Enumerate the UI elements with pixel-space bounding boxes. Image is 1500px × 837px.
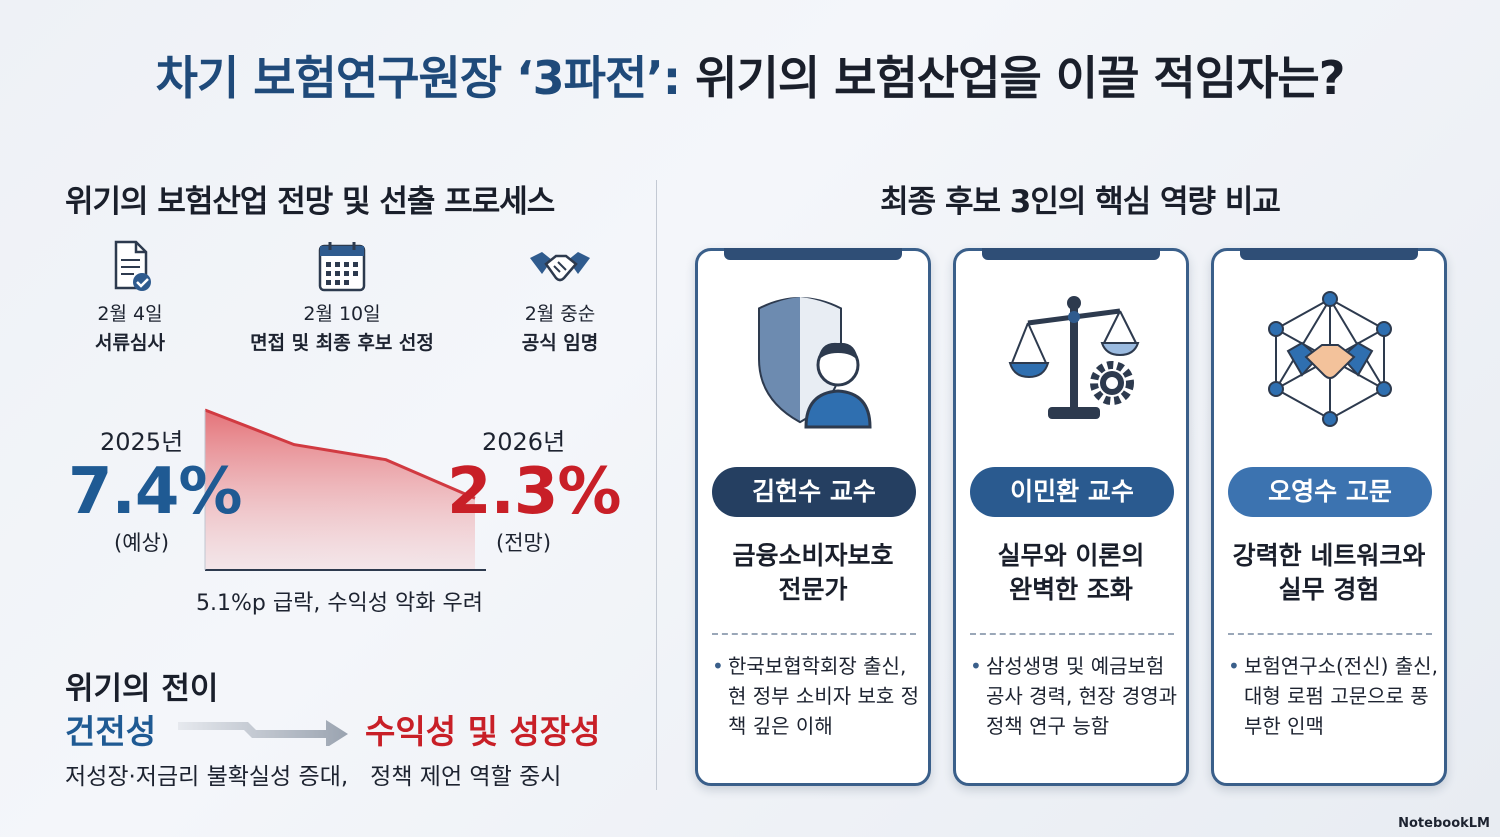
step-document-review: 2월 4일 서류심사	[20, 240, 240, 358]
crisis-to: 수익성 및 성장성	[365, 712, 601, 751]
step-label: 공식 임명	[521, 332, 599, 354]
end-note: (전망)	[496, 531, 552, 555]
chart-area	[205, 410, 475, 570]
candidate-card: 이민환 교수 실무와 이론의 완벽한 조화 삼성생명 및 예금보험공사 경력, …	[953, 248, 1189, 786]
document-check-icon	[114, 240, 151, 291]
end-value: 2.3%	[447, 455, 621, 529]
title-part2: 위기의 보험산업을 이끌 적임자는?	[680, 51, 1345, 105]
right-heading: 최종 후보 3인의 핵심 역량 비교	[880, 184, 1281, 220]
section-divider	[656, 180, 657, 790]
candidate-role: 강력한 네트워크와 실무 경험	[1214, 539, 1444, 607]
chart-caption: 5.1%p 급락, 수익성 악화 우려	[196, 591, 483, 616]
candidate-role: 실무와 이론의 완벽한 조화	[956, 539, 1186, 607]
crisis-desc-2: 정책 제언 역할 중시	[370, 764, 562, 790]
crisis-desc-1: 저성장·저금리 불확실성 증대,	[65, 764, 349, 790]
arrow-right-icon	[178, 720, 348, 746]
candidate-name: 오영수 고문	[1228, 467, 1432, 517]
brand-logo: NotebookLM	[1398, 816, 1490, 831]
candidate-bullet: 삼성생명 및 예금보험공사 경력, 현장 경영과 정책 연구 능함	[970, 651, 1182, 741]
chart-line	[204, 408, 476, 500]
candidate-role: 금융소비자보호 전문가	[698, 539, 928, 607]
step-date: 2월 중순	[524, 303, 596, 325]
card-tab	[982, 248, 1160, 260]
step-label: 면접 및 최종 후보 선정	[250, 332, 434, 354]
card-tab	[1240, 248, 1418, 260]
network-handshake-icon	[1268, 291, 1392, 427]
crisis-desc: 저성장·저금리 불확실성 증대, 정책 제언 역할 중시	[65, 757, 583, 791]
handshake-icon	[530, 252, 590, 282]
candidate-role-line2: 실무 경험	[1278, 575, 1380, 604]
shield-person-icon	[758, 297, 872, 429]
start-value: 7.4%	[68, 455, 242, 529]
page-title: 차기 보험연구원장 ‘3파전’: 위기의 보험산업을 이끌 적임자는?	[0, 42, 1500, 108]
step-label: 서류심사	[95, 332, 165, 354]
candidate-name: 김헌수 교수	[712, 467, 916, 517]
card-divider	[970, 633, 1174, 635]
card-tab	[724, 248, 902, 260]
step-interview: 2월 10일 면접 및 최종 후보 선정	[232, 240, 452, 358]
candidate-bullet: 보험연구소(전신) 출신, 대형 로펌 고문으로 풍부한 인맥	[1228, 651, 1440, 741]
calendar-icon	[318, 242, 366, 292]
scale-gear-icon	[1008, 296, 1140, 419]
end-year: 2026년	[482, 428, 566, 456]
candidate-role-line1: 실무와 이론의	[997, 541, 1145, 570]
left-heading: 위기의 보험산업 전망 및 선출 프로세스	[65, 184, 555, 220]
candidate-role-line2: 전문가	[778, 575, 848, 604]
step-date: 2월 10일	[303, 303, 381, 325]
crisis-title: 위기의 전이	[65, 671, 219, 707]
candidate-role-line1: 강력한 네트워크와	[1232, 541, 1426, 570]
step-date: 2월 4일	[97, 303, 163, 325]
candidate-role-line2: 완벽한 조화	[1009, 575, 1133, 604]
title-part1: 차기 보험연구원장 ‘3파전’:	[155, 51, 682, 105]
card-divider	[1228, 633, 1432, 635]
step-appointment: 2월 중순 공식 임명	[450, 240, 670, 358]
candidate-bullet: 한국보협학회장 출신, 현 정부 소비자 보호 정책 깊은 이해	[712, 651, 924, 741]
start-year: 2025년	[100, 428, 184, 456]
start-note: (예상)	[114, 531, 170, 555]
candidate-role-line1: 금융소비자보호	[732, 541, 894, 570]
crisis-from: 건전성	[65, 712, 157, 751]
candidate-name: 이민환 교수	[970, 467, 1174, 517]
candidate-card: 오영수 고문 강력한 네트워크와 실무 경험 보험연구소(전신) 출신, 대형 …	[1211, 248, 1447, 786]
card-divider	[712, 633, 916, 635]
candidate-card: 김헌수 교수 금융소비자보호 전문가 한국보협학회장 출신, 현 정부 소비자 …	[695, 248, 931, 786]
